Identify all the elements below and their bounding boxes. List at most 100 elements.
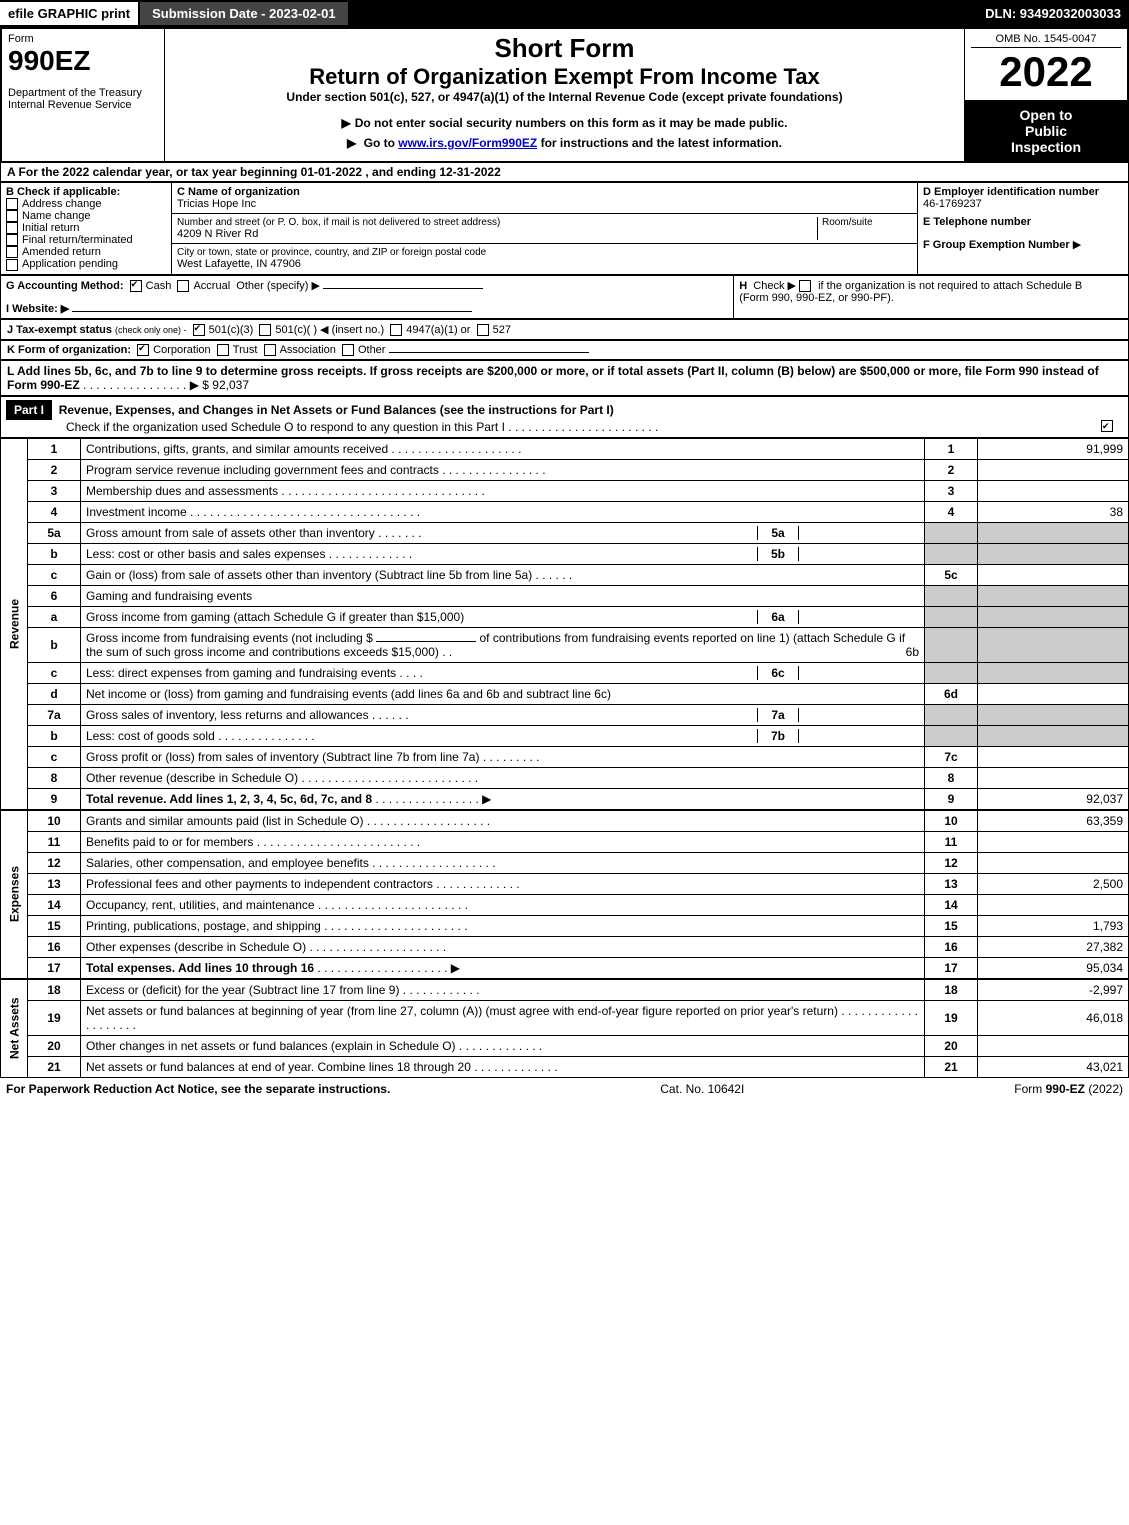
irs-link[interactable]: www.irs.gov/Form990EZ — [398, 136, 537, 150]
line-7a-no: 7a — [28, 704, 81, 725]
line-7b-no: b — [28, 725, 81, 746]
check-527[interactable] — [477, 324, 489, 336]
line-5b-shaded-amt — [978, 543, 1129, 564]
open-line2: Public — [971, 123, 1121, 139]
line-5b-shaded — [925, 543, 978, 564]
check-cash[interactable] — [130, 280, 142, 292]
line-17-no: 17 — [28, 957, 81, 978]
line-20-no: 20 — [28, 1035, 81, 1056]
line-4-desc: Investment income — [86, 505, 187, 519]
goto-instruction: Go to www.irs.gov/Form990EZ for instruct… — [171, 136, 958, 150]
line-5c-amt — [978, 564, 1129, 585]
irs-label: Internal Revenue Service — [8, 99, 158, 111]
box-g-label: G Accounting Method: — [6, 280, 124, 292]
line-6a-desc: Gross income from gaming (attach Schedul… — [86, 610, 757, 624]
check-schedule-b[interactable] — [799, 280, 811, 292]
line-6c-shaded — [925, 662, 978, 683]
line-1-amt: 91,999 — [978, 438, 1129, 459]
box-f-arrow: ▶ — [1073, 239, 1081, 251]
opt-app-pending: Application pending — [22, 258, 118, 270]
check-corporation[interactable] — [137, 344, 149, 356]
line-14-col: 14 — [925, 894, 978, 915]
line-15-col: 15 — [925, 915, 978, 936]
line-18-col: 18 — [925, 979, 978, 1000]
line-7c-amt — [978, 746, 1129, 767]
tax-year: 2022 — [971, 48, 1121, 96]
line-14-no: 14 — [28, 894, 81, 915]
top-bar: efile GRAPHIC print Submission Date - 20… — [0, 0, 1129, 27]
check-initial-return[interactable] — [6, 222, 18, 234]
revenue-vert-label: Revenue — [1, 438, 28, 809]
line-9-amt: 92,037 — [978, 788, 1129, 809]
opt-501c-insert: ◀ (insert no.) — [320, 324, 384, 336]
line-8-amt — [978, 767, 1129, 788]
line-2-desc: Program service revenue including govern… — [86, 463, 439, 477]
line-6c-no: c — [28, 662, 81, 683]
omb-number: OMB No. 1545-0047 — [971, 33, 1121, 48]
opt-other-org: Other — [358, 344, 386, 356]
other-org-line[interactable] — [389, 352, 589, 353]
line-20-desc: Other changes in net assets or fund bala… — [86, 1039, 456, 1053]
box-l: L Add lines 5b, 6c, and 7b to line 9 to … — [0, 360, 1129, 396]
line-7a-val — [799, 708, 919, 722]
line-6b-no: b — [28, 627, 81, 662]
check-501c[interactable] — [259, 324, 271, 336]
check-accrual[interactable] — [177, 280, 189, 292]
box-j-label: J Tax-exempt status — [7, 324, 112, 336]
line-19-no: 19 — [28, 1000, 81, 1035]
check-4947[interactable] — [390, 324, 402, 336]
line-6a-shaded-amt — [978, 606, 1129, 627]
room-suite-label: Room/suite — [817, 217, 912, 240]
goto-pre: Go to — [364, 136, 399, 150]
check-other-org[interactable] — [342, 344, 354, 356]
line-6-shaded — [925, 585, 978, 606]
line-6b-desc1: Gross income from fundraising events (no… — [86, 631, 373, 645]
open-line1: Open to — [971, 107, 1121, 123]
line-5b-sub: 5b — [757, 547, 799, 561]
line-5a-sub: 5a — [757, 526, 799, 540]
website-line[interactable] — [72, 311, 472, 312]
line-5a-val — [799, 526, 919, 540]
line-8-desc: Other revenue (describe in Schedule O) — [86, 771, 298, 785]
check-501c3[interactable] — [193, 324, 205, 336]
line-6b-blank[interactable] — [376, 641, 476, 642]
footer-right-form: 990-EZ — [1046, 1082, 1085, 1096]
opt-cash: Cash — [146, 280, 172, 292]
line-7a-desc: Gross sales of inventory, less returns a… — [86, 708, 369, 722]
check-schedule-o[interactable] — [1101, 420, 1113, 432]
netassets-vert-label: Net Assets — [1, 979, 28, 1077]
part-i-header: Part I Revenue, Expenses, and Changes in… — [0, 396, 1129, 438]
line-5a-shaded-amt — [978, 522, 1129, 543]
line-9-col: 9 — [925, 788, 978, 809]
line-16-col: 16 — [925, 936, 978, 957]
net-assets-table: Net Assets 18 Excess or (deficit) for th… — [0, 979, 1129, 1078]
part-i-badge: Part I — [6, 400, 52, 420]
line-6d-amt — [978, 683, 1129, 704]
line-5c-no: c — [28, 564, 81, 585]
line-11-amt — [978, 831, 1129, 852]
opt-527: 527 — [493, 324, 511, 336]
line-10-desc: Grants and similar amounts paid (list in… — [86, 814, 363, 828]
check-final-return[interactable] — [6, 234, 18, 246]
org-info-table: B Check if applicable: Address change Na… — [0, 182, 1129, 275]
line-6c-val — [799, 666, 919, 680]
check-name-change[interactable] — [6, 210, 18, 222]
submission-date: Submission Date - 2023-02-01 — [138, 0, 350, 27]
line-13-no: 13 — [28, 873, 81, 894]
box-j: J Tax-exempt status (check only one) - 5… — [0, 319, 1129, 340]
line-5c-col: 5c — [925, 564, 978, 585]
line-21-col: 21 — [925, 1056, 978, 1077]
check-association[interactable] — [264, 344, 276, 356]
line-15-desc: Printing, publications, postage, and shi… — [86, 919, 321, 933]
check-address-change[interactable] — [6, 198, 18, 210]
line-1-desc: Contributions, gifts, grants, and simila… — [86, 442, 388, 456]
line-16-desc: Other expenses (describe in Schedule O) — [86, 940, 306, 954]
check-app-pending[interactable] — [6, 259, 18, 271]
line-3-no: 3 — [28, 480, 81, 501]
line-12-amt — [978, 852, 1129, 873]
other-specify-line[interactable] — [323, 288, 483, 289]
line-6b-shaded — [925, 627, 978, 662]
opt-trust: Trust — [233, 344, 258, 356]
check-amended[interactable] — [6, 246, 18, 258]
check-trust[interactable] — [217, 344, 229, 356]
